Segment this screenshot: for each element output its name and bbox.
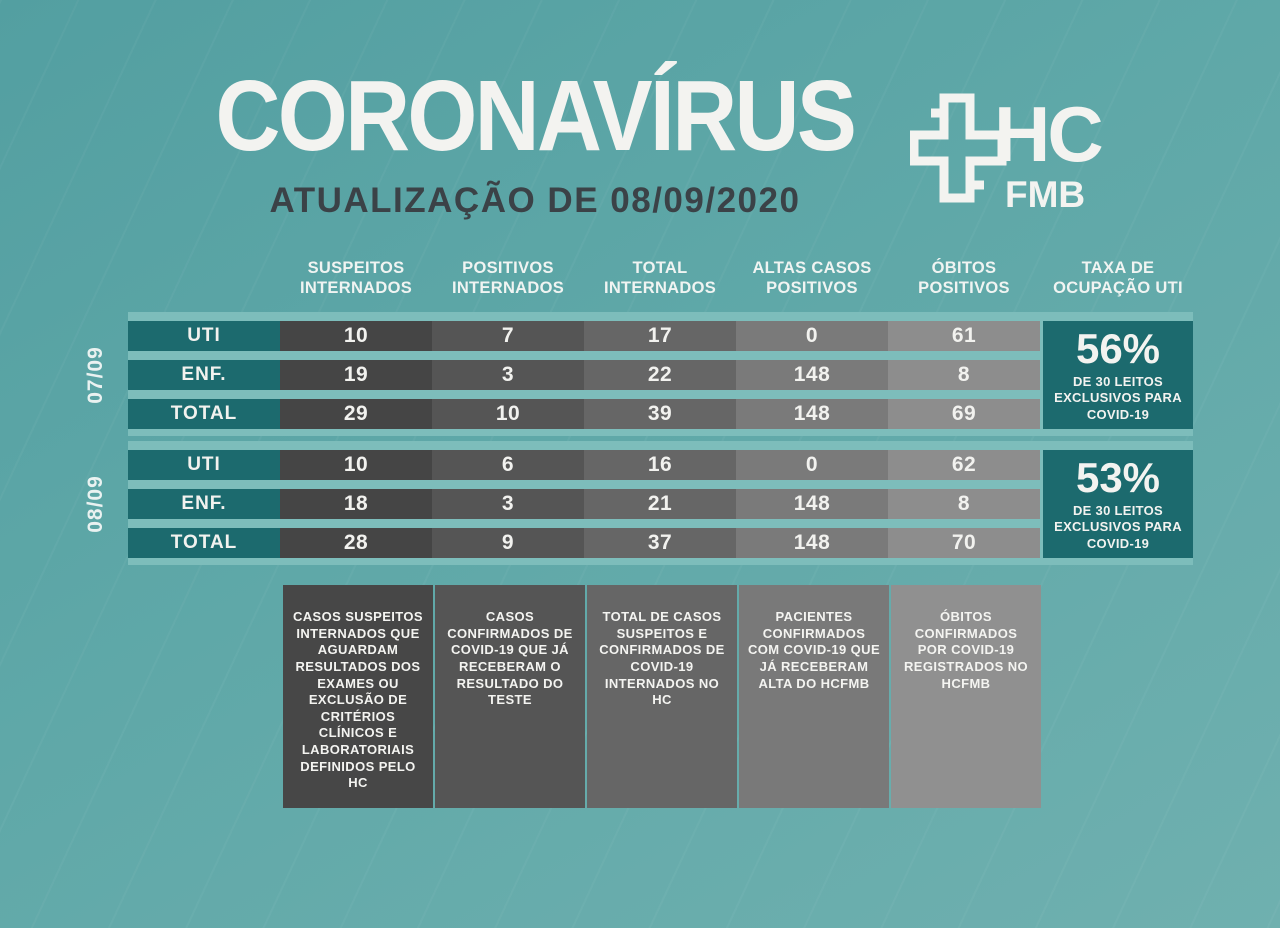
occupancy-percent: 56% [1075,325,1161,373]
table-07-09: UTI 10 7 17 0 61 ENF. 19 3 22 148 8 TOTA… [128,312,1193,436]
value-cell: 18 [280,489,432,519]
value-cell: 61 [888,321,1040,351]
value-cell: 69 [888,399,1040,429]
value-cell: 16 [584,450,736,480]
row-label: ENF. [128,360,280,390]
legend-text: TOTAL DE CASOS SUSPEITOS E CONFIRMADOS D… [599,609,725,708]
value-cell: 148 [736,489,888,519]
row-label: UTI [128,321,280,351]
value-cell: 10 [280,321,432,351]
legend-box-altas: PACIENTES CONFIRMADOS COM COVID-19 QUE J… [739,585,889,808]
value-cell: 6 [432,450,584,480]
legend-text: CASOS CONFIRMADOS DE COVID-19 QUE JÁ REC… [447,609,573,708]
value-cell: 0 [736,321,888,351]
legend-box-obitos: ÓBITOS CONFIRMADOS POR COVID-19 REGISTRA… [891,585,1041,808]
value-cell: 3 [432,489,584,519]
occupancy-note: DE 30 LEITOS EXCLUSIVOS PARA COVID-19 [1054,503,1182,551]
value-cell: 22 [584,360,736,390]
hcfmb-logo: HC FMB [909,86,1105,220]
table-row-total: TOTAL 29 10 39 148 69 [128,399,1193,429]
legend-box-positivos: CASOS CONFIRMADOS DE COVID-19 QUE JÁ REC… [435,585,585,808]
page-title: CORONAVÍRUS [215,60,857,172]
value-cell: 37 [584,528,736,558]
value-cell: 21 [584,489,736,519]
occupancy-note: DE 30 LEITOS EXCLUSIVOS PARA COVID-19 [1054,374,1182,422]
uti-occupancy-box: 53% DE 30 LEITOS EXCLUSIVOS PARA COVID-1… [1043,450,1193,558]
column-header-taxa-uti: TAXA DE OCUPAÇÃO UTI [1053,258,1183,297]
update-date-subtitle: ATUALIZAÇÃO DE 08/09/2020 [269,181,801,220]
row-label: TOTAL [128,399,280,429]
column-header-suspeitos: SUSPEITOS INTERNADOS [299,258,413,297]
value-cell: 7 [432,321,584,351]
value-cell: 0 [736,450,888,480]
value-cell: 29 [280,399,432,429]
legend-text: CASOS SUSPEITOS INTERNADOS QUE AGUARDAM … [292,609,423,791]
value-cell: 62 [888,450,1040,480]
value-cell: 3 [432,360,584,390]
row-label: TOTAL [128,528,280,558]
table-row-enf: ENF. 19 3 22 148 8 [128,360,1193,390]
occupancy-percent: 53% [1075,454,1161,502]
hospital-cross-icon: HC FMB [909,90,1105,215]
value-cell: 148 [736,528,888,558]
legend-text: ÓBITOS CONFIRMADOS POR COVID-19 REGISTRA… [903,609,1029,691]
legend-box-suspeitos: CASOS SUSPEITOS INTERNADOS QUE AGUARDAM … [283,585,433,808]
row-label: UTI [128,450,280,480]
value-cell: 19 [280,360,432,390]
column-header-total: TOTAL INTERNADOS [603,258,717,297]
date-label-08-09: 08/09 [84,475,107,533]
value-cell: 17 [584,321,736,351]
column-header-altas: ALTAS CASOS POSITIVOS [752,258,872,297]
row-label: ENF. [128,489,280,519]
uti-occupancy-box: 56% DE 30 LEITOS EXCLUSIVOS PARA COVID-1… [1043,321,1193,429]
value-cell: 8 [888,360,1040,390]
value-cell: 8 [888,489,1040,519]
value-cell: 10 [280,450,432,480]
value-cell: 148 [736,360,888,390]
value-cell: 9 [432,528,584,558]
value-cell: 28 [280,528,432,558]
table-08-09: UTI 10 6 16 0 62 ENF. 18 3 21 148 8 TOTA… [128,441,1193,565]
column-header-positivos: POSITIVOS INTERNADOS [451,258,565,297]
value-cell: 70 [888,528,1040,558]
value-cell: 148 [736,399,888,429]
header: CORONAVÍRUS [60,66,1010,166]
table-row-total: TOTAL 28 9 37 148 70 [128,528,1193,558]
table-row-uti: UTI 10 6 16 0 62 [128,450,1193,480]
logo-hc-text: HC [994,90,1102,178]
value-cell: 10 [432,399,584,429]
table-row-enf: ENF. 18 3 21 148 8 [128,489,1193,519]
value-cell: 39 [584,399,736,429]
legend-box-total: TOTAL DE CASOS SUSPEITOS E CONFIRMADOS D… [587,585,737,808]
table-row-uti: UTI 10 7 17 0 61 [128,321,1193,351]
date-label-07-09: 07/09 [84,346,107,404]
logo-fmb-text: FMB [1005,174,1085,215]
column-header-obitos: ÓBITOS POSITIVOS [918,258,1010,297]
legend-text: PACIENTES CONFIRMADOS COM COVID-19 QUE J… [747,609,881,691]
